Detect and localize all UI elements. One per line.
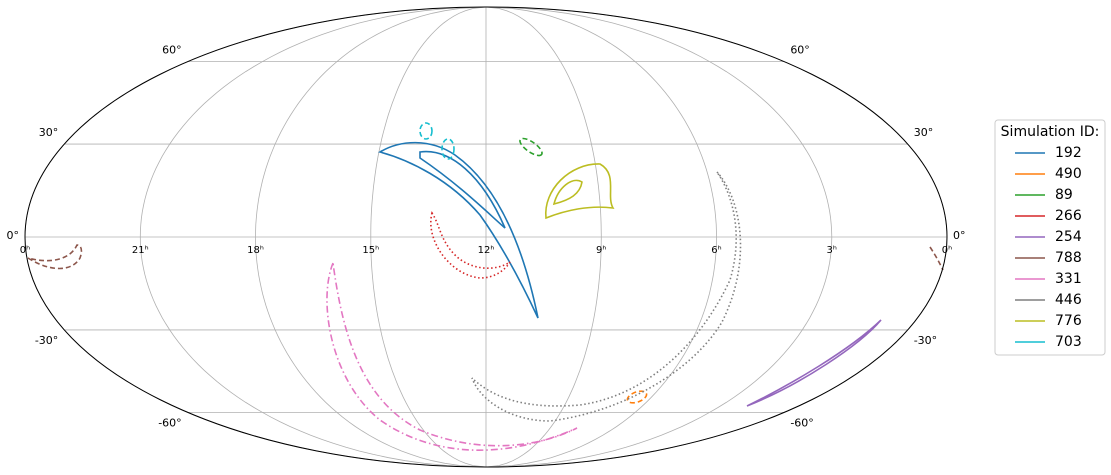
x-tick-label: 0ʰ: [942, 245, 952, 256]
contour: [746, 319, 882, 407]
contour: [430, 211, 511, 279]
contour: [626, 390, 648, 404]
legend: Simulation ID: 192 490 89 266 254 788 331 446 77…: [994, 119, 1106, 356]
x-tick-label: 6ʰ: [711, 245, 721, 256]
y-tick-label: 30°: [914, 126, 934, 139]
x-tick-label: 18ʰ: [247, 245, 264, 256]
legend-label: 703: [1055, 334, 1082, 350]
legend-label: 331: [1055, 271, 1082, 287]
y-tick-label: -60°: [790, 416, 813, 429]
x-tick-label: 15ʰ: [362, 245, 379, 256]
legend-label: 192: [1055, 145, 1082, 161]
contour: [552, 179, 583, 206]
contour: [419, 122, 433, 140]
legend-label: 89: [1055, 187, 1073, 203]
y-tick-label: -30°: [914, 334, 937, 347]
y-tick-label: 0°: [7, 229, 20, 242]
map-border: [24, 6, 948, 468]
x-tick-label: 9ʰ: [596, 245, 606, 256]
legend-title: Simulation ID:: [1001, 124, 1100, 140]
legend-box: [994, 119, 1106, 356]
y-tick-label: 0°: [953, 229, 966, 242]
contour: [471, 171, 742, 422]
contour: [419, 150, 506, 229]
contour: [27, 244, 83, 270]
contour: [326, 259, 578, 451]
contour: [377, 141, 539, 319]
x-tick-label: 21ʰ: [132, 245, 149, 256]
legend-label: 254: [1055, 229, 1082, 245]
x-tick-label: 3ʰ: [827, 245, 837, 256]
y-tick-label: 30°: [39, 126, 59, 139]
grid: [24, 6, 948, 468]
legend-label: 788: [1055, 250, 1082, 266]
y-tick-label: -60°: [158, 416, 181, 429]
x-tick-label: 12ʰ: [478, 245, 495, 256]
contour: [441, 138, 455, 160]
contour: [929, 246, 944, 271]
x-tick-label: 0ʰ: [20, 245, 30, 256]
contours: [27, 122, 944, 451]
legend-label: 266: [1055, 208, 1082, 224]
legend-label: 490: [1055, 166, 1082, 182]
y-tick-label: -30°: [35, 334, 58, 347]
legend-label: 446: [1055, 292, 1082, 308]
y-tick-label: 60°: [790, 44, 810, 57]
legend-label: 776: [1055, 313, 1082, 329]
contour: [545, 163, 615, 220]
y-tick-label: 60°: [162, 44, 182, 57]
contour: [519, 137, 543, 157]
